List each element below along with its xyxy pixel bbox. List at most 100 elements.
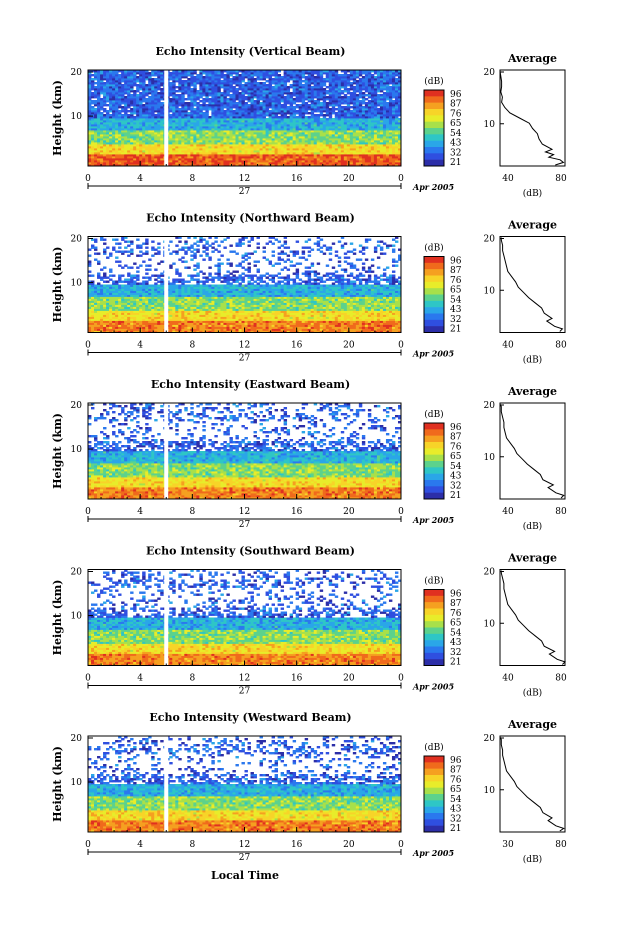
heatmap-cell: [100, 124, 104, 127]
heatmap-cell: [199, 160, 203, 163]
heatmap-cell: [115, 154, 119, 157]
heatmap-cell: [379, 114, 384, 117]
heatmap-cell: [187, 152, 191, 155]
heatmap-cell: [334, 122, 339, 125]
heatmap-cell: [337, 140, 342, 143]
heatmap-cell: [226, 154, 230, 157]
heatmap-cell: [196, 156, 200, 159]
heatmap-cell: [187, 118, 191, 121]
heatmap-cell: [169, 160, 173, 163]
heatmap-cell: [325, 146, 330, 149]
profile-x-label: 80: [555, 174, 567, 184]
heatmap-cell: [364, 148, 369, 151]
heatmap-cell: [124, 156, 128, 159]
heatmap-cell: [361, 114, 366, 117]
heatmap-cell: [310, 160, 315, 163]
heatmap-cell: [310, 104, 315, 107]
heatmap-cell: [106, 132, 110, 135]
heatmap-cell: [160, 146, 164, 149]
heatmap-cell: [328, 108, 333, 111]
heatmap-cell: [391, 156, 396, 159]
heatmap-cell: [220, 132, 224, 135]
heatmap-cell: [154, 152, 158, 155]
heatmap-cell: [379, 132, 384, 135]
heatmap-cell: [376, 112, 381, 115]
heatmap-cell: [238, 120, 242, 123]
heatmap-cell: [238, 92, 242, 95]
heatmap-cell: [91, 124, 95, 127]
heatmap-cell: [280, 108, 285, 111]
heatmap-cell: [244, 150, 248, 153]
x-tick-label: 0: [398, 174, 404, 184]
heatmap-cell: [277, 120, 282, 123]
heatmap-cell: [394, 158, 399, 161]
heatmap-cell: [226, 164, 230, 167]
heatmap-cell: [175, 102, 179, 105]
heatmap-cell: [115, 144, 119, 147]
heatmap-cell: [97, 156, 101, 159]
heatmap-cell: [343, 152, 348, 155]
heatmap-cell: [289, 146, 294, 149]
heatmap-cell: [127, 116, 131, 119]
heatmap-cell: [394, 120, 399, 123]
heatmap-cell: [91, 116, 95, 119]
heatmap-cell: [187, 160, 191, 163]
heatmap-cell: [175, 110, 179, 113]
heatmap-cell: [268, 124, 272, 127]
heatmap-cell: [250, 120, 254, 123]
heatmap-cell: [310, 110, 315, 113]
heatmap-cell: [301, 108, 306, 111]
heatmap-cell: [97, 150, 101, 153]
heatmap-cell: [154, 128, 158, 131]
heatmap-cell: [334, 140, 339, 143]
heatmap-cell: [262, 148, 266, 151]
heatmap-cell: [286, 134, 291, 137]
heatmap-cell: [199, 138, 203, 141]
heatmap-cell: [394, 138, 399, 141]
heatmap-cell: [115, 140, 119, 143]
heatmap-cell: [250, 148, 254, 151]
heatmap-cell: [265, 124, 269, 127]
heatmap-cell: [226, 126, 230, 129]
heatmap-cell: [124, 122, 128, 125]
heatmap-cell: [376, 118, 381, 121]
heatmap-cell: [145, 154, 149, 157]
heatmap-cell: [307, 124, 312, 127]
heatmap-cell: [292, 158, 297, 161]
heatmap-cell: [355, 116, 360, 119]
heatmap-cell: [280, 140, 285, 143]
heatmap-cell: [361, 144, 366, 147]
heatmap-cell: [334, 156, 339, 159]
heatmap-cell: [262, 110, 266, 113]
heatmap-cell: [274, 102, 279, 105]
heatmap-cell: [355, 136, 360, 139]
heatmap-cell: [322, 150, 327, 153]
heatmap-cell: [256, 134, 260, 137]
heatmap-cell: [133, 112, 137, 115]
heatmap-cell: [130, 146, 134, 149]
heatmap-cell: [211, 120, 215, 123]
heatmap-cell: [367, 150, 372, 153]
heatmap-cell: [157, 156, 161, 159]
heatmap-cell: [214, 160, 218, 163]
heatmap-cell: [271, 122, 275, 125]
heatmap-cell: [343, 122, 348, 125]
heatmap-cell: [193, 124, 197, 127]
heatmap-cell: [319, 154, 324, 157]
heatmap-cell: [262, 116, 266, 119]
heatmap-cell: [103, 164, 107, 167]
heatmap-cell: [133, 148, 137, 151]
heatmap-cell: [238, 102, 242, 105]
heatmap-cell: [103, 126, 107, 129]
heatmap-cell: [262, 102, 266, 105]
heatmap-cell: [211, 164, 215, 167]
heatmap-cell: [130, 112, 134, 115]
heatmap-cell: [238, 132, 242, 135]
heatmap-cell: [112, 132, 116, 135]
heatmap-cell: [325, 114, 330, 117]
heatmap-cell: [265, 130, 269, 133]
heatmap-cell: [91, 154, 95, 157]
heatmap-cell: [337, 114, 342, 117]
heatmap-cell: [193, 152, 197, 155]
heatmap-cell: [310, 126, 315, 129]
